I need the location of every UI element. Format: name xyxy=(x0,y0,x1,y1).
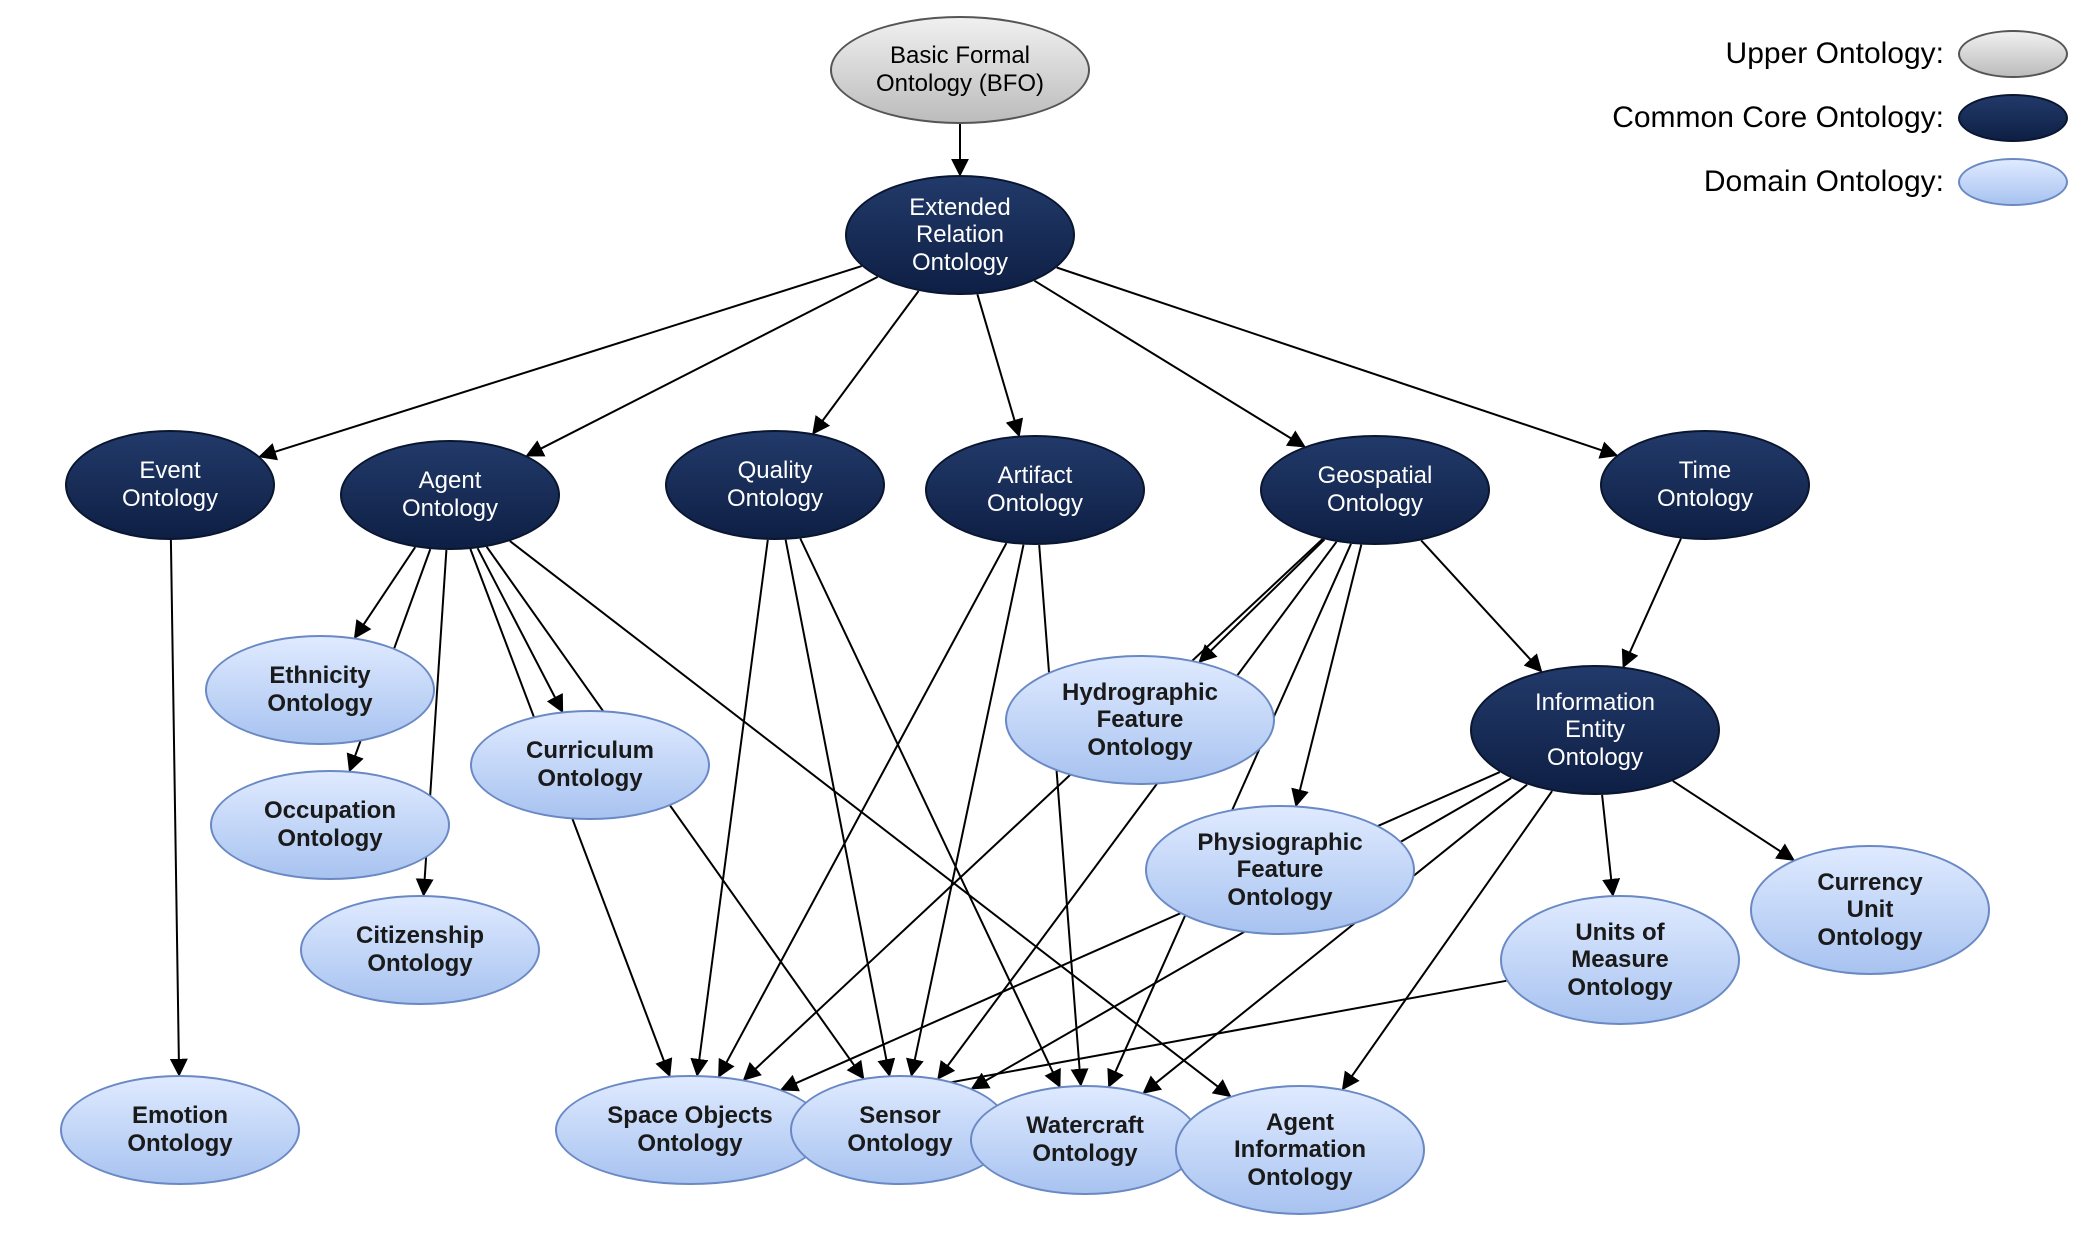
node-hydro: HydrographicFeatureOntology xyxy=(1005,655,1275,785)
node-ethnicity: EthnicityOntology xyxy=(205,635,435,745)
node-label-sensor: SensorOntology xyxy=(847,1102,952,1157)
node-artifact: ArtifactOntology xyxy=(925,435,1145,545)
node-label-occupation: OccupationOntology xyxy=(264,797,396,852)
node-physio: PhysiographicFeatureOntology xyxy=(1145,805,1415,935)
edge-agent-to-ethnicity xyxy=(355,547,415,637)
node-curriculum: CurriculumOntology xyxy=(470,710,710,820)
edge-artifact-to-sensor xyxy=(912,545,1024,1076)
legend-swatch-domain xyxy=(1958,158,2068,206)
legend: Upper Ontology: Common Core Ontology: Do… xyxy=(1612,30,2068,222)
node-label-units: Units ofMeasureOntology xyxy=(1567,919,1672,1002)
node-agent: AgentOntology xyxy=(340,440,560,550)
node-space: Space ObjectsOntology xyxy=(555,1075,825,1185)
edge-ero-to-event xyxy=(260,266,862,457)
node-units: Units ofMeasureOntology xyxy=(1500,895,1740,1025)
edge-event-to-emotion xyxy=(171,540,179,1075)
node-label-quality: QualityOntology xyxy=(727,457,823,512)
edge-ero-to-quality xyxy=(813,291,918,433)
node-geo: GeospatialOntology xyxy=(1260,435,1490,545)
node-label-agentinfo: AgentInformationOntology xyxy=(1234,1109,1366,1192)
edge-quality-to-watercraft xyxy=(800,539,1059,1087)
edge-ero-to-agent xyxy=(527,277,878,456)
node-label-agent: AgentOntology xyxy=(402,467,498,522)
node-currency: CurrencyUnitOntology xyxy=(1750,845,1990,975)
edge-geo-to-physio xyxy=(1296,545,1361,806)
node-label-physio: PhysiographicFeatureOntology xyxy=(1197,829,1362,912)
node-event: EventOntology xyxy=(65,430,275,540)
edge-quality-to-sensor xyxy=(786,540,890,1076)
node-label-geo: GeospatialOntology xyxy=(1318,462,1433,517)
node-label-citizenship: CitizenshipOntology xyxy=(356,922,484,977)
edge-geo-to-hydro xyxy=(1200,539,1325,661)
node-label-hydro: HydrographicFeatureOntology xyxy=(1062,679,1218,762)
edge-info-to-space xyxy=(782,772,1500,1090)
node-label-event: EventOntology xyxy=(122,457,218,512)
edge-info-to-currency xyxy=(1673,781,1794,860)
legend-swatch-core xyxy=(1958,94,2068,142)
node-label-ero: ExtendedRelationOntology xyxy=(909,194,1010,277)
node-occupation: OccupationOntology xyxy=(210,770,450,880)
node-label-watercraft: WatercraftOntology xyxy=(1026,1112,1144,1167)
edge-quality-to-space xyxy=(697,540,768,1075)
node-agentinfo: AgentInformationOntology xyxy=(1175,1085,1425,1215)
edge-ero-to-artifact xyxy=(977,294,1019,435)
edge-info-to-units xyxy=(1602,795,1613,895)
legend-label-core: Common Core Ontology: xyxy=(1612,101,1944,135)
node-label-ethnicity: EthnicityOntology xyxy=(267,662,372,717)
legend-row-domain: Domain Ontology: xyxy=(1612,158,2068,206)
node-label-artifact: ArtifactOntology xyxy=(987,462,1083,517)
legend-row-core: Common Core Ontology: xyxy=(1612,94,2068,142)
edge-artifact-to-space xyxy=(719,543,1006,1076)
edge-ero-to-geo xyxy=(1034,281,1304,447)
node-label-time: TimeOntology xyxy=(1657,457,1753,512)
node-label-space: Space ObjectsOntology xyxy=(607,1102,772,1157)
node-watercraft: WatercraftOntology xyxy=(970,1085,1200,1195)
node-bfo: Basic FormalOntology (BFO) xyxy=(830,16,1090,124)
node-label-emotion: EmotionOntology xyxy=(127,1102,232,1157)
node-citizenship: CitizenshipOntology xyxy=(300,895,540,1005)
edge-geo-to-info xyxy=(1421,540,1541,671)
edge-agent-to-agentinfo xyxy=(510,541,1230,1096)
node-time: TimeOntology xyxy=(1600,430,1810,540)
legend-label-upper: Upper Ontology: xyxy=(1726,37,1944,71)
node-info: InformationEntityOntology xyxy=(1470,665,1720,795)
legend-swatch-upper xyxy=(1958,30,2068,78)
node-ero: ExtendedRelationOntology xyxy=(845,175,1075,295)
edge-artifact-to-watercraft xyxy=(1039,545,1081,1085)
node-label-currency: CurrencyUnitOntology xyxy=(1817,869,1922,952)
edge-ero-to-time xyxy=(1057,268,1617,456)
node-label-bfo: Basic FormalOntology (BFO) xyxy=(876,42,1044,97)
node-quality: QualityOntology xyxy=(665,430,885,540)
node-label-info: InformationEntityOntology xyxy=(1535,689,1655,772)
legend-row-upper: Upper Ontology: xyxy=(1612,30,2068,78)
node-label-curriculum: CurriculumOntology xyxy=(526,737,654,792)
node-emotion: EmotionOntology xyxy=(60,1075,300,1185)
edge-time-to-info xyxy=(1623,539,1681,667)
edge-agent-to-curriculum xyxy=(478,548,563,711)
legend-label-domain: Domain Ontology: xyxy=(1704,165,1944,199)
